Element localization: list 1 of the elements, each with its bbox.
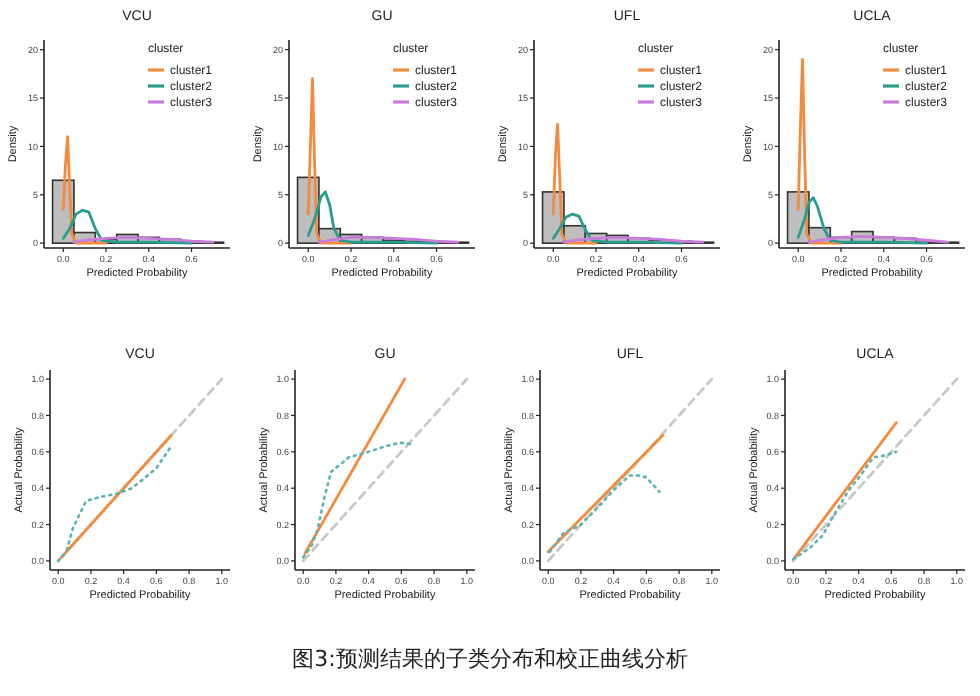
caption: 图3:预测结果的子类分布和校正曲线分析	[292, 646, 688, 672]
